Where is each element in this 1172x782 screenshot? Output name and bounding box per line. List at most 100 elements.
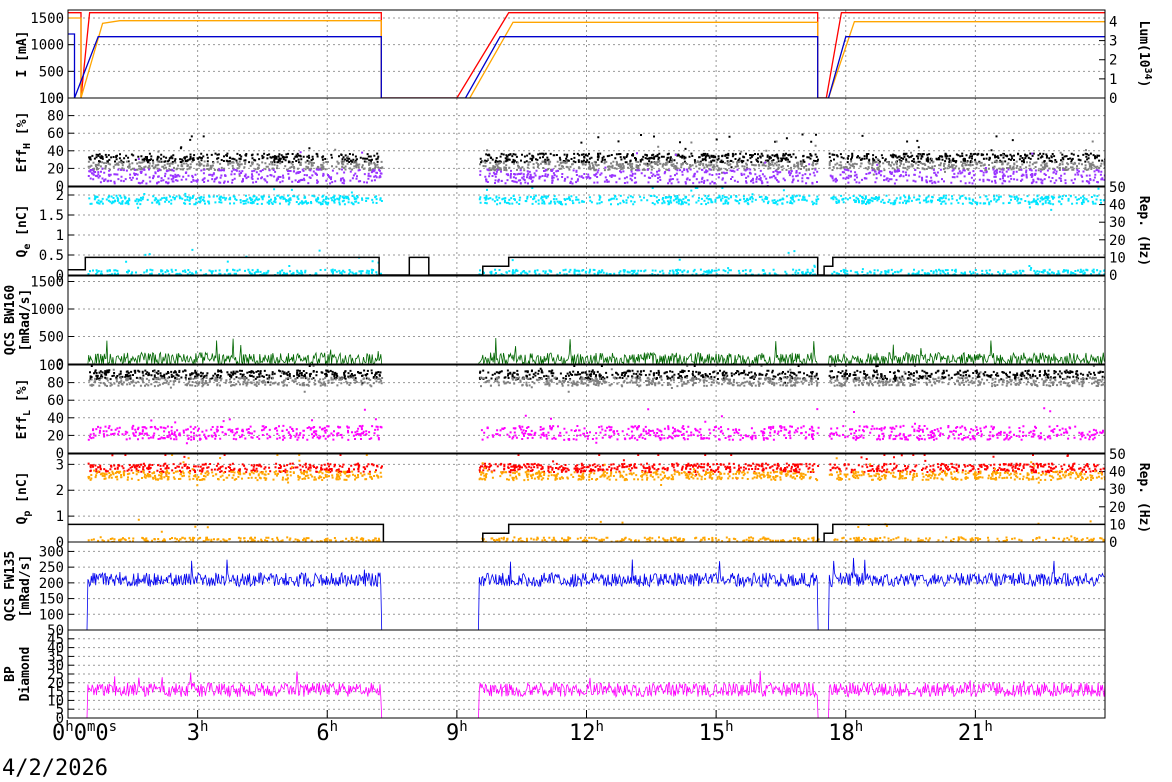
- series-gray-points: [88, 365, 1105, 393]
- ytick-right-label: 10: [1109, 517, 1126, 533]
- ytick-label: 100: [39, 91, 64, 107]
- ytick-right-label: 50: [1109, 180, 1126, 196]
- ytick-right-label: 20: [1109, 233, 1126, 249]
- series-blue2-line: [68, 557, 1105, 630]
- xtick-num: 6: [316, 721, 329, 746]
- xtick-unit2: m: [87, 719, 95, 735]
- xtick-unit: h: [725, 719, 733, 735]
- series-black-line: [68, 256, 1105, 275]
- ytick-label: 10: [47, 693, 64, 709]
- ytick-right-label: 1: [1109, 72, 1117, 88]
- ylabel-end: [nC]: [15, 472, 30, 511]
- ytick-right-label: 0: [1109, 91, 1117, 107]
- ytick-label: 40: [47, 411, 64, 427]
- ytick-label: 80: [47, 109, 64, 125]
- ytick-label: 1500: [30, 275, 64, 291]
- ytick-label: 0: [56, 268, 64, 284]
- xtick-unit3: s: [109, 719, 117, 735]
- ytick-label: 80: [47, 376, 64, 392]
- ylabel: EffL [%]: [15, 379, 33, 440]
- ylabel-right: Lum(1034): [1136, 21, 1153, 88]
- ytick-label: 40: [47, 144, 64, 160]
- xtick-unit: h: [65, 719, 73, 735]
- ytick-label: 0: [56, 446, 64, 462]
- series-orange-points: [87, 518, 1105, 542]
- ytick-label: 200: [39, 576, 64, 592]
- ylabel-line2: [mRad/s]: [18, 289, 33, 352]
- ytick-label: 40: [47, 641, 64, 657]
- ylabel-line2: Diamond: [18, 647, 33, 702]
- series-cyan-points: [87, 248, 1105, 275]
- ytick-label: 0: [56, 179, 64, 195]
- ylabel-sub: L: [22, 410, 33, 416]
- ytick-label: 0: [56, 357, 64, 373]
- ytick-label: 25: [47, 667, 64, 683]
- ytick-label: 3: [56, 457, 64, 473]
- ytick-label: 0: [56, 711, 64, 727]
- ylabel-right: Rep. (Hz): [1136, 463, 1151, 533]
- xtick-num2: 0: [74, 721, 87, 746]
- ytick-label: 2: [56, 188, 64, 204]
- ytick-right-label: 40: [1109, 198, 1126, 214]
- ytick-label: 60: [47, 393, 64, 409]
- xtick-unit: h: [459, 719, 467, 735]
- panel-frame: [67, 186, 1106, 276]
- ylabel-sub: p: [22, 511, 33, 517]
- ylabel-base: Eff: [15, 416, 30, 439]
- ylabel-end: [nC]: [15, 205, 30, 244]
- ylabel-sub: e: [22, 244, 33, 250]
- series-cyan-points: [88, 187, 1105, 211]
- series-red-points: [87, 454, 1105, 480]
- ylabel: EffH [%]: [15, 112, 33, 173]
- ytick-right-label: 20: [1109, 500, 1126, 516]
- xtick-num: 0: [52, 721, 65, 746]
- ylabel-line1: QCS BW160: [3, 285, 18, 356]
- xtick-num: 21: [958, 721, 985, 746]
- ylabel-sub: H: [22, 143, 33, 149]
- ylabel-line1: QCS FW135: [3, 551, 18, 621]
- series-black-points: [88, 133, 1105, 169]
- xtick-label: 21h: [958, 719, 993, 746]
- series-darkgreen-line: [68, 337, 1105, 364]
- ytick-label: 1000: [30, 38, 64, 54]
- panel-frame: [67, 541, 1106, 631]
- ylabel-right: Rep. (Hz): [1136, 196, 1151, 266]
- xtick-label: 15h: [699, 719, 734, 746]
- xtick-num: 9: [446, 721, 459, 746]
- ylabel: Qp [nC]: [15, 472, 33, 525]
- series-orange-points: [87, 454, 1105, 487]
- ylabel-line2: [mRad/s]: [18, 555, 33, 618]
- ytick-right-label: 0: [1109, 268, 1117, 284]
- ytick-label: 60: [47, 126, 64, 142]
- xtick-num: 3: [187, 721, 200, 746]
- ytick-label: 20: [47, 676, 64, 692]
- panel-frame: [67, 275, 1106, 365]
- ytick-label: 1000: [30, 302, 64, 318]
- ylabel-right-sup: 34: [1142, 68, 1153, 80]
- xtick-num: 12: [569, 721, 596, 746]
- ylabel-base: Q: [15, 517, 30, 525]
- xtick-unit: h: [330, 719, 338, 735]
- xtick-unit: h: [200, 719, 208, 735]
- ytick-label: 5: [56, 702, 64, 718]
- ytick-label: 15: [47, 685, 64, 701]
- xtick-num3: 0: [95, 721, 108, 746]
- ytick-label: 1: [56, 228, 64, 244]
- ytick-right-label: 50: [1109, 447, 1126, 463]
- xtick-label: 6h: [316, 719, 338, 746]
- ytick-label: 20: [47, 161, 64, 177]
- ytick-right-label: 40: [1109, 465, 1126, 481]
- series-black-points: [89, 365, 1105, 385]
- date-label: 4/2/2026: [2, 756, 108, 781]
- xtick-label: 3h: [187, 719, 209, 746]
- ytick-label: 1500: [30, 11, 64, 27]
- ylabel-end: [%]: [15, 379, 30, 410]
- ytick-label: 0.5: [39, 248, 64, 264]
- ylabel-base: Q: [15, 250, 30, 258]
- xtick-label: 12h: [569, 719, 604, 746]
- panel-frame: [67, 364, 1106, 454]
- ytick-right-label: 0: [1109, 535, 1117, 551]
- ytick-right-label: 30: [1109, 215, 1126, 231]
- ytick-label: 30: [47, 658, 64, 674]
- ytick-label: 250: [39, 560, 64, 576]
